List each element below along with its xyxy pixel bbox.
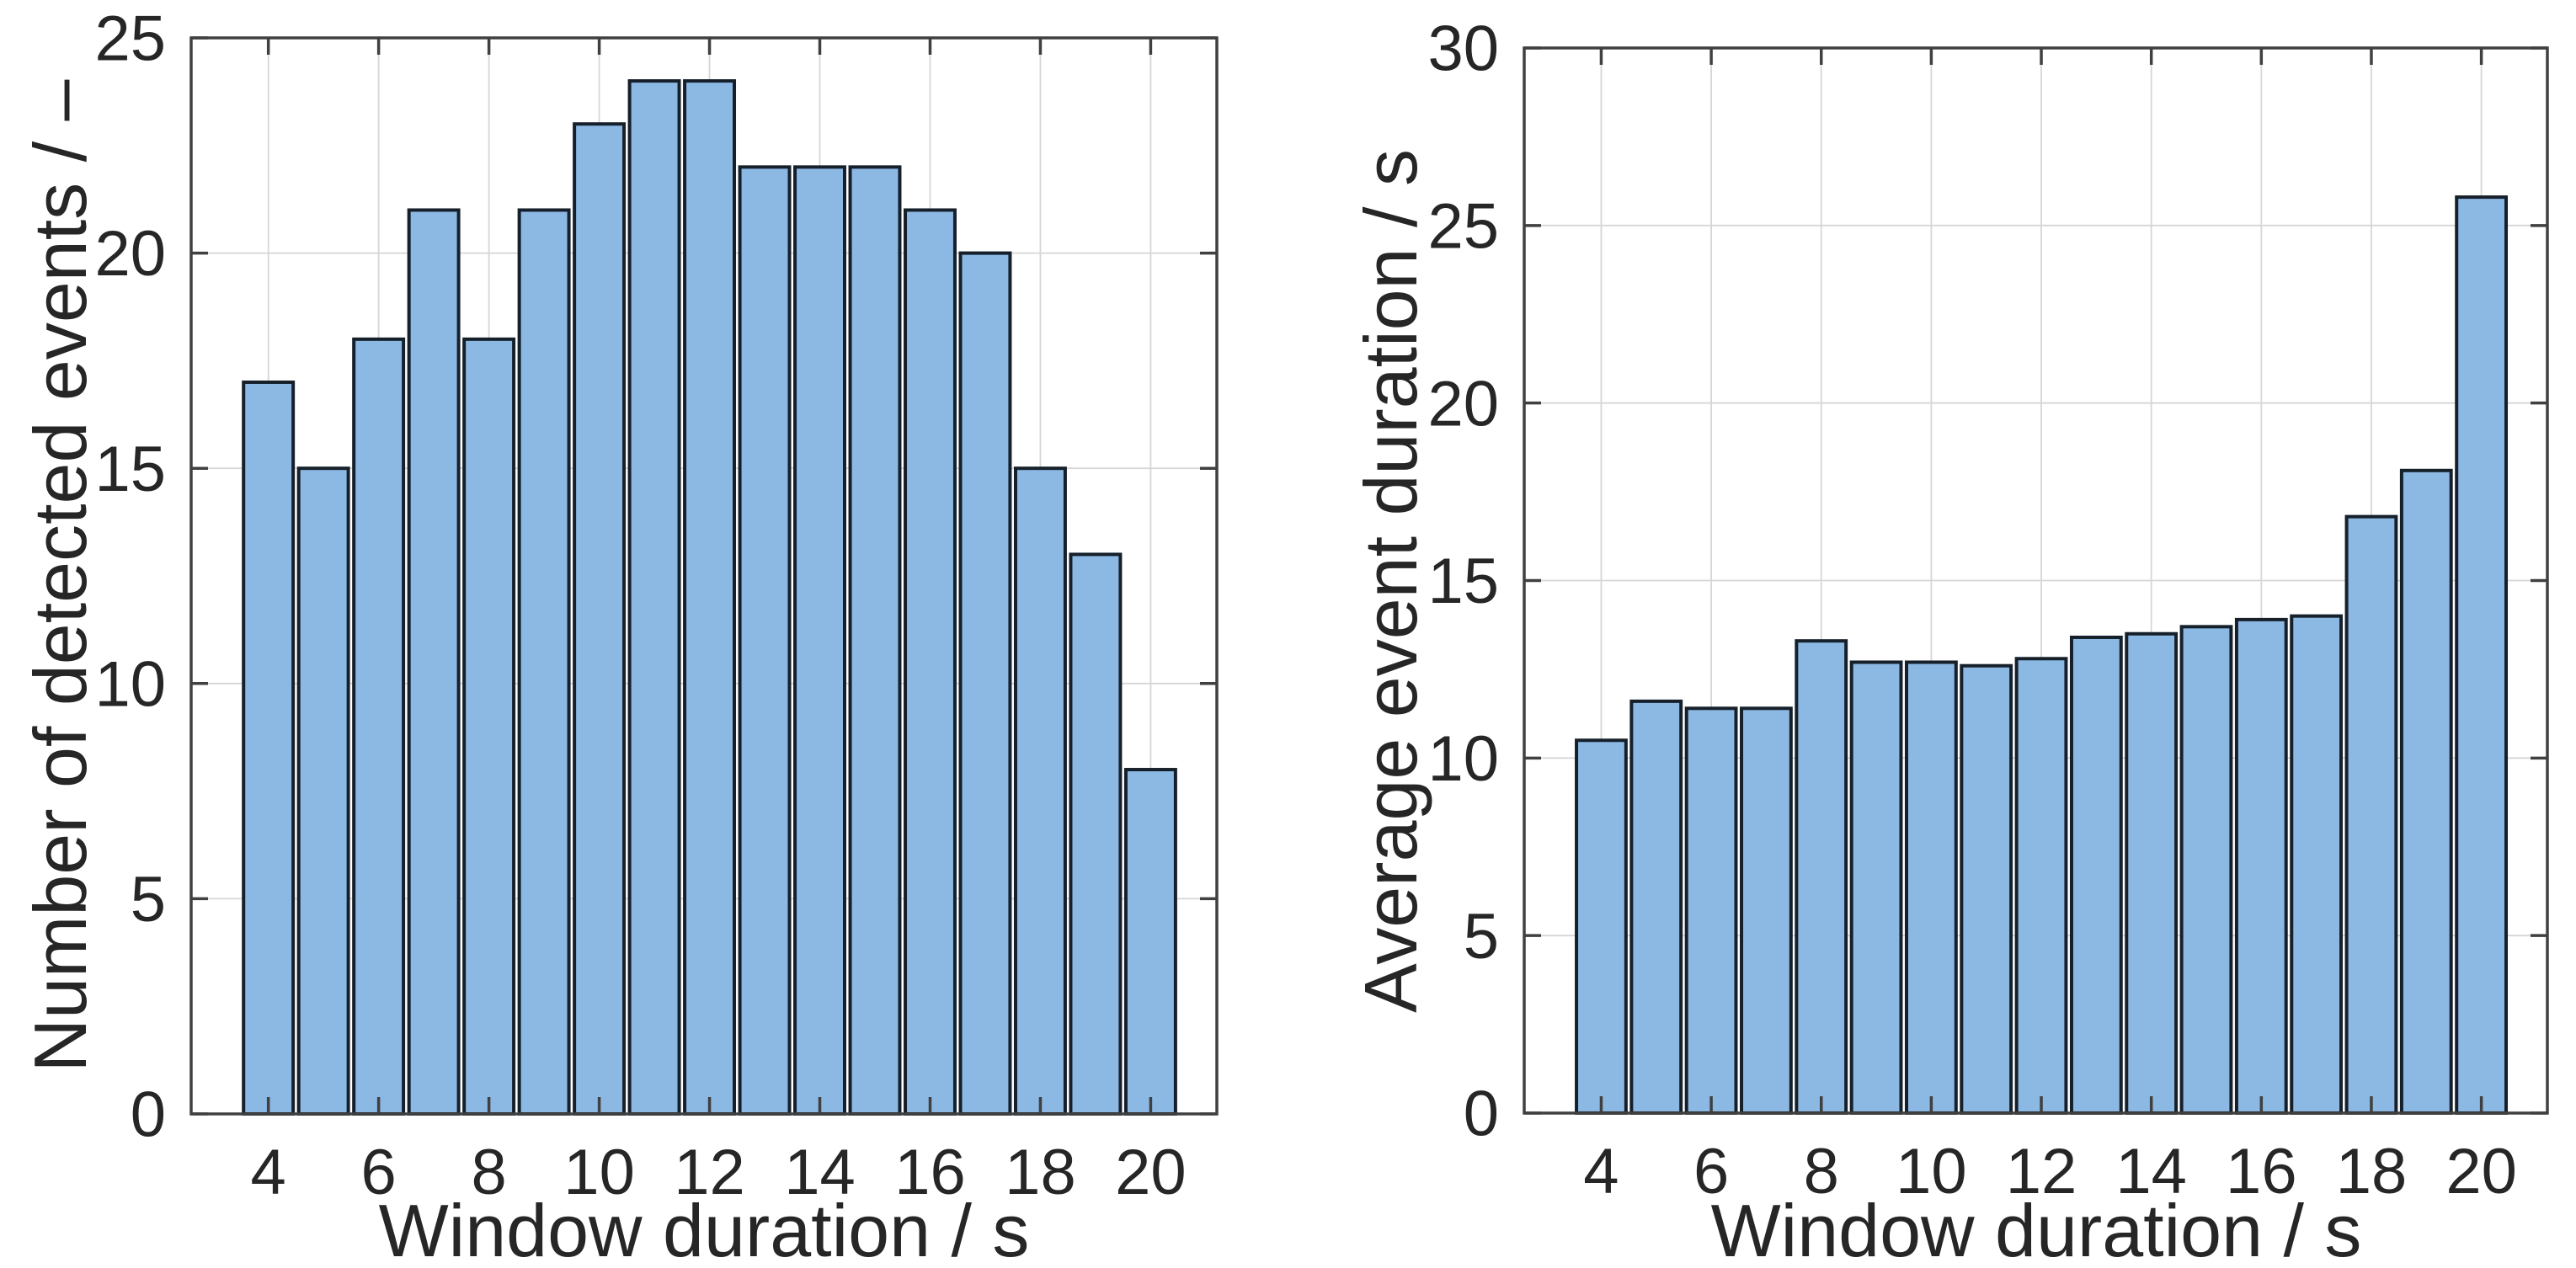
right-bar-x18: [2344, 514, 2398, 1115]
left-y-tick-label: 20: [94, 218, 166, 290]
left-bar-x17: [958, 251, 1012, 1116]
right-bar-x8: [1795, 639, 1848, 1115]
right-bar-x13: [2069, 635, 2123, 1115]
right-bar-x10: [1904, 660, 1958, 1115]
left-x-tick-label: 12: [674, 1137, 745, 1208]
left-bar-x14: [793, 165, 846, 1116]
right-x-tick-label: 16: [2226, 1136, 2297, 1207]
left-bar-x9: [517, 208, 571, 1116]
right-bar-x17: [2290, 614, 2344, 1115]
left-bar-x6: [352, 337, 406, 1116]
right-y-tick-label: 25: [1427, 190, 1499, 262]
right-y-tick-label: 15: [1427, 546, 1499, 617]
right-y-tick-label: 0: [1464, 1079, 1499, 1150]
right-x-tick-label: 4: [1583, 1136, 1619, 1207]
left-y-tick-label: 0: [131, 1079, 166, 1151]
right-x-tick-label: 12: [2006, 1136, 2077, 1207]
right-bar-x19: [2399, 468, 2453, 1115]
left-bar-x13: [738, 165, 792, 1116]
right-y-tick-label: 10: [1427, 723, 1499, 795]
right-bar-x12: [2014, 657, 2068, 1115]
left-bar-x5: [296, 466, 350, 1116]
right-bar-x9: [1849, 660, 1903, 1115]
right-bar-x5: [1629, 699, 1683, 1115]
left-y-tick-label: 5: [131, 864, 166, 935]
left-x-tick-label: 14: [784, 1137, 856, 1208]
left-bar-x7: [407, 208, 461, 1116]
left-bar-x4: [242, 380, 296, 1116]
left-y-tick-label: 15: [94, 434, 166, 505]
left-x-tick-label: 6: [361, 1137, 397, 1208]
right-y-tick-label: 5: [1464, 901, 1499, 972]
left-chart-x-axis-label: Window duration / s: [378, 1189, 1030, 1268]
right-x-tick-label: 18: [2336, 1136, 2408, 1207]
left-bar-x20: [1123, 768, 1177, 1116]
left-plot-box: [189, 36, 1219, 1116]
right-x-tick-label: 6: [1693, 1136, 1729, 1207]
left-x-tick-label: 16: [894, 1137, 966, 1208]
left-bar-x19: [1069, 552, 1123, 1116]
left-x-tick-label: 4: [251, 1137, 286, 1208]
right-bar-x11: [1960, 663, 2013, 1115]
left-x-tick-label: 10: [563, 1137, 635, 1208]
left-bar-x10: [573, 122, 627, 1116]
right-chart-x-axis-label: Window duration / s: [1710, 1189, 2362, 1268]
left-y-tick-label: 10: [94, 648, 166, 720]
right-bar-x7: [1740, 706, 1793, 1115]
right-x-tick-label: 10: [1896, 1136, 1967, 1207]
left-bar-x8: [462, 337, 516, 1116]
right-bar-x20: [2455, 195, 2509, 1116]
left-bar-x15: [848, 165, 902, 1116]
left-x-tick-label: 8: [471, 1137, 506, 1208]
left-bar-x16: [904, 208, 957, 1116]
right-x-tick-label: 20: [2445, 1136, 2517, 1207]
left-bar-x12: [683, 79, 737, 1116]
right-bar-x14: [2125, 631, 2179, 1115]
left-x-tick-label: 18: [1005, 1137, 1076, 1208]
left-bar-x11: [627, 79, 681, 1116]
left-x-tick-label: 20: [1115, 1137, 1187, 1208]
right-x-tick-label: 14: [2115, 1136, 2187, 1207]
right-y-tick-label: 20: [1427, 368, 1499, 440]
left-bar-x18: [1013, 466, 1067, 1116]
right-bar-x16: [2234, 617, 2288, 1115]
right-x-tick-label: 8: [1804, 1136, 1839, 1207]
right-bar-x6: [1684, 706, 1738, 1115]
right-chart-y-axis-label: Average event duration / s: [1349, 149, 1432, 1013]
left-y-tick-label: 25: [94, 3, 166, 75]
right-bar-x4: [1575, 738, 1628, 1115]
right-y-tick-label: 30: [1427, 13, 1499, 85]
right-bar-x15: [2179, 625, 2233, 1115]
left-chart-y-axis-label: Number of detected events / –: [19, 79, 102, 1073]
